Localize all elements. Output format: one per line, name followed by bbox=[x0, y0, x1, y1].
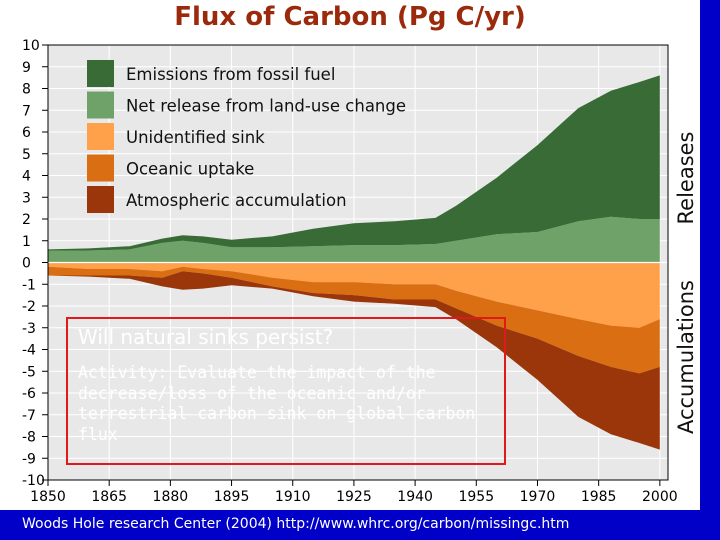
area-unidentified bbox=[48, 262, 660, 328]
y-tick-label: 5 bbox=[22, 147, 31, 163]
source-citation: Woods Hole research Center (2004) http:/… bbox=[22, 516, 570, 532]
y-tick-label: 1 bbox=[22, 234, 31, 250]
x-tick-label: 2000 bbox=[642, 489, 678, 505]
x-tick-label: 1895 bbox=[214, 489, 250, 505]
y-tick-label: 6 bbox=[22, 125, 31, 141]
x-tick-label: 1955 bbox=[458, 489, 494, 505]
y-tick-label: -5 bbox=[22, 364, 36, 380]
x-tick-label: 1880 bbox=[153, 489, 189, 505]
legend-label-oceanic: Oceanic uptake bbox=[126, 160, 254, 179]
y-tick-label: 4 bbox=[22, 169, 31, 185]
x-tick-label: 1850 bbox=[30, 489, 66, 505]
y-tick-label: -9 bbox=[22, 451, 36, 467]
legend-swatch-unidentified bbox=[87, 123, 114, 150]
x-tick-label: 1940 bbox=[397, 489, 433, 505]
accumulations-label: Accumulations bbox=[674, 280, 698, 434]
y-tick-label: -3 bbox=[22, 321, 36, 337]
y-tick-label: 7 bbox=[22, 103, 31, 119]
area-atmospheric bbox=[48, 271, 660, 450]
y-tick-label: -10 bbox=[22, 473, 45, 489]
area-oceanic bbox=[48, 266, 660, 374]
y-tick-label: -6 bbox=[22, 386, 36, 402]
x-tick-label: 1865 bbox=[91, 489, 127, 505]
x-tick-label: 1970 bbox=[520, 489, 556, 505]
plot-frame bbox=[47, 44, 669, 481]
legend-swatch-fossil bbox=[87, 60, 114, 87]
x-tick-label: 1925 bbox=[336, 489, 372, 505]
y-tick-label: 2 bbox=[22, 212, 31, 228]
y-tick-label: -1 bbox=[22, 277, 36, 293]
legend-label-atmospheric: Atmospheric accumulation bbox=[126, 191, 347, 210]
y-tick-label: 3 bbox=[22, 190, 31, 206]
y-tick-label: 10 bbox=[22, 38, 40, 54]
area-landuse bbox=[48, 216, 660, 263]
question-title: Will natural sinks persist? bbox=[78, 325, 334, 349]
legend-swatch-landuse bbox=[87, 91, 114, 119]
legend-label-unidentified: Unidentified sink bbox=[126, 128, 265, 147]
y-tick-label: -7 bbox=[22, 408, 36, 424]
y-tick-label: 9 bbox=[22, 60, 31, 76]
question-box: Will natural sinks persist? Activity: Ev… bbox=[66, 317, 506, 465]
y-tick-label: -2 bbox=[22, 299, 36, 315]
chart-title: Flux of Carbon (Pg C/yr) bbox=[174, 2, 526, 32]
x-tick-label: 1910 bbox=[275, 489, 311, 505]
releases-label: Releases bbox=[674, 132, 698, 225]
y-tick-label: 0 bbox=[22, 256, 31, 272]
chart-panel: 10 9 8 7 6 5 4 3 2 1 0 -1 -2 -3 -4 -5 -6 -7 -8 -9 -10 1850 186… bbox=[0, 0, 700, 510]
y-tick-label: 8 bbox=[22, 82, 31, 98]
y-tick-label: -4 bbox=[22, 343, 36, 359]
x-tick-label: 1985 bbox=[581, 489, 617, 505]
y-tick-label: -8 bbox=[22, 430, 36, 446]
activity-text: Activity: Evaluate the impact of the dec… bbox=[78, 363, 476, 444]
legend-swatch-atmospheric bbox=[87, 186, 114, 213]
legend-swatch-oceanic bbox=[87, 154, 114, 182]
legend-label-landuse: Net release from land-use change bbox=[126, 97, 406, 116]
area-fossil bbox=[48, 75, 660, 251]
legend-label-fossil: Emissions from fossil fuel bbox=[126, 65, 335, 84]
